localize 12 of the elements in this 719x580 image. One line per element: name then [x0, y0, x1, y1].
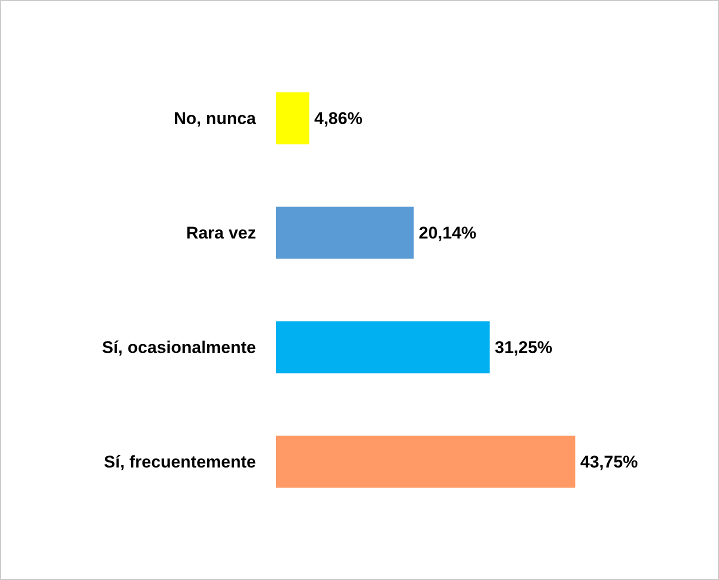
y-tick-label: Sí, frecuentemente [104, 452, 256, 472]
y-tick-label: Sí, ocasionalmente [102, 338, 256, 357]
bar [276, 206, 414, 259]
bar [276, 321, 490, 374]
data-label: 31,25% [494, 338, 552, 357]
bar [276, 436, 576, 488]
data-label: 4,86% [314, 108, 362, 128]
bar [276, 92, 310, 144]
y-tick-label: No, nunca [174, 108, 257, 128]
data-label: 43,75% [580, 452, 638, 472]
data-label: 20,14% [418, 223, 476, 242]
y-tick-label: Rara vez [186, 223, 256, 242]
